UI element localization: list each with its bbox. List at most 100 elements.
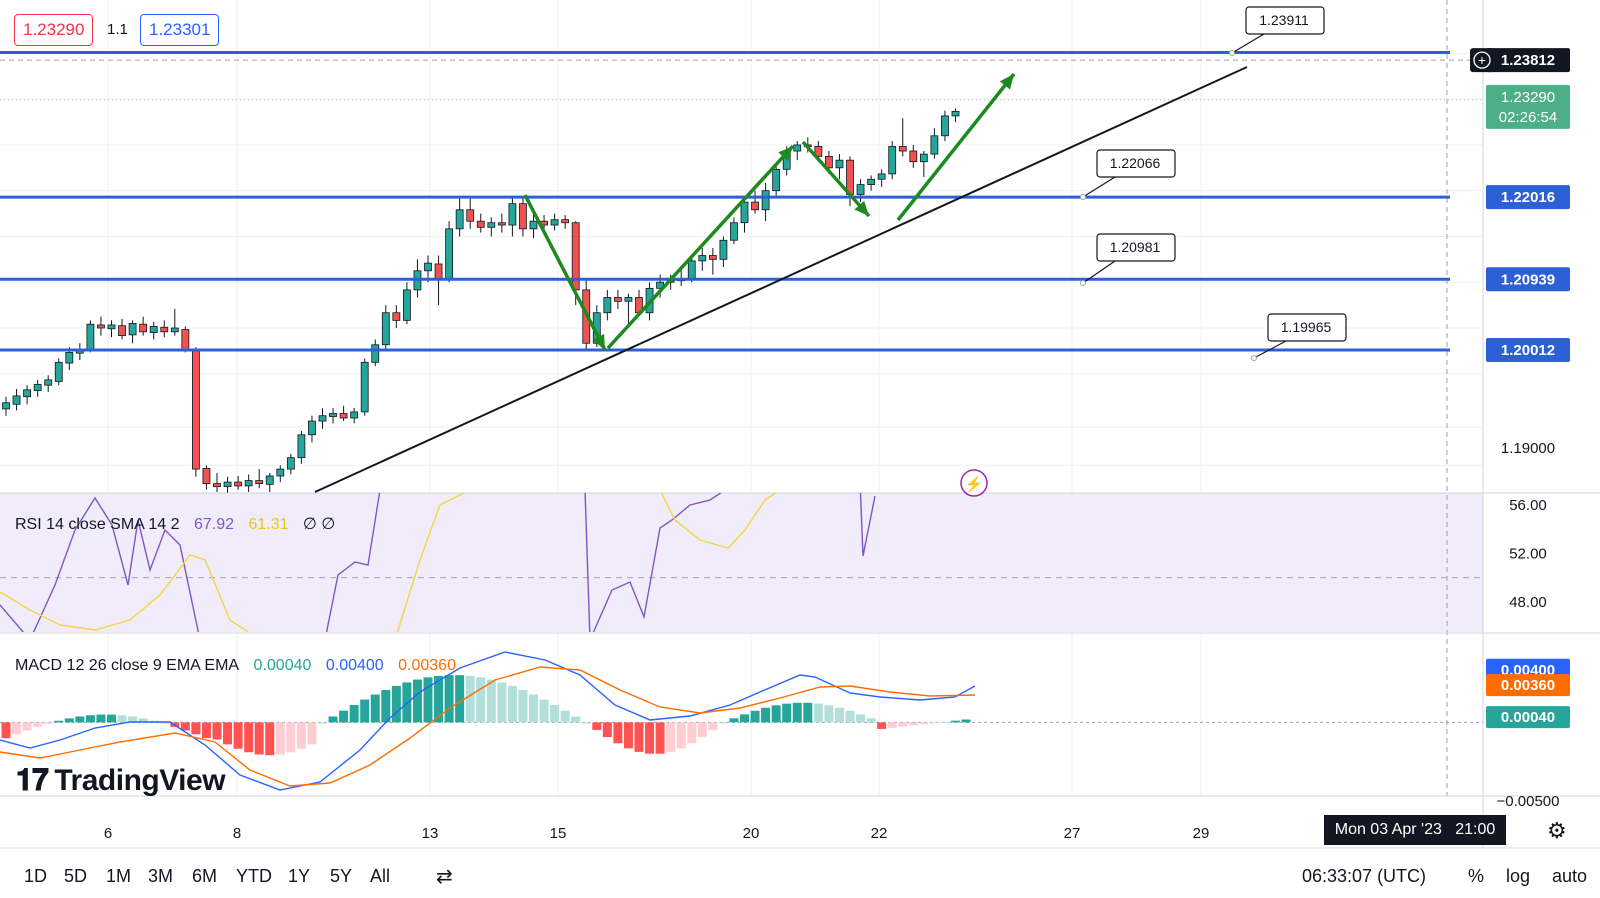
candle-body: [624, 297, 633, 302]
candle: [614, 289, 622, 309]
macd-hist-bar: [718, 722, 728, 724]
rsi-axis-tick: 52.00: [1509, 545, 1547, 562]
macd-hist-bar: [856, 714, 866, 723]
macd-hist-bar: [602, 722, 612, 738]
macd-hist-bar: [697, 722, 707, 738]
buy-price-box[interactable]: 1.23301: [140, 14, 220, 46]
candle: [191, 347, 200, 477]
candle-body: [603, 297, 612, 314]
macd-signal-line: [0, 666, 976, 787]
macd-hist-bar: [75, 716, 85, 723]
last-price-value: 1.23290: [1501, 89, 1555, 106]
price-callout: 1.19965: [1251, 313, 1347, 361]
candle-body: [318, 415, 327, 422]
range-button-1d[interactable]: 1D: [24, 866, 48, 886]
macd-hist-bar: [866, 718, 876, 723]
macd-hist-bar: [254, 722, 264, 755]
arrow-shaft: [801, 140, 871, 218]
range-button-5d[interactable]: 5D: [64, 866, 88, 886]
macd-hist-bar: [571, 716, 581, 723]
rsi-legend[interactable]: RSI 14 close SMA 14 2 67.92 61.31 ∅ ∅: [15, 514, 345, 534]
macd-hist-bar: [645, 722, 655, 754]
macd-hist-bar: [107, 714, 116, 723]
callout-label: 1.20981: [1110, 239, 1161, 255]
candle-body: [856, 184, 865, 195]
macd-hist-tag-text: 0.00040: [1501, 709, 1555, 726]
candle-body: [877, 173, 886, 180]
range-button-ytd[interactable]: YTD: [236, 866, 272, 886]
callout-pointer: [1082, 260, 1116, 284]
macd-hist-bar: [961, 719, 971, 723]
log-scale-button[interactable]: log: [1506, 866, 1531, 886]
price-callout: 1.23911: [1229, 6, 1325, 56]
candle: [751, 190, 759, 214]
macd-hist-bar: [201, 722, 211, 739]
trend-arrow: [801, 140, 871, 218]
candle: [835, 154, 844, 180]
candle: [244, 474, 253, 492]
range-button-6m[interactable]: 6M: [192, 866, 218, 886]
utc-clock[interactable]: 06:33:07 (UTC): [1302, 866, 1427, 886]
candle-body: [160, 326, 169, 333]
level-price-tag-text: 1.20939: [1501, 271, 1555, 288]
plus-icon-ring: [1473, 51, 1491, 69]
trend-arrow: [523, 194, 607, 351]
sell-price-box[interactable]: 1.23290: [14, 14, 94, 46]
candle: [919, 151, 928, 177]
brand-name: TradingView: [54, 764, 226, 797]
macd-hist-bar: [223, 722, 233, 745]
macd-hist-bar: [307, 722, 317, 745]
settings-gear-icon[interactable]: ⚙: [1547, 818, 1567, 843]
candle: [54, 358, 63, 386]
candle: [371, 339, 380, 367]
candle-body: [191, 349, 200, 470]
ascending-trendline: [314, 66, 1248, 493]
candle: [339, 405, 348, 422]
candle-body: [898, 146, 907, 152]
auto-scale-button[interactable]: auto: [1552, 866, 1588, 886]
macd-hist-bar: [22, 722, 32, 731]
candle-body: [23, 389, 32, 398]
rsi-line: [0, 493, 876, 632]
range-button-1m[interactable]: 1M: [106, 866, 132, 886]
range-button-5y[interactable]: 5Y: [330, 866, 353, 886]
range-button-all[interactable]: All: [370, 866, 391, 886]
candle-body: [508, 203, 517, 226]
time-axis-tick: 29: [1193, 825, 1210, 842]
crosshair-price-tag: 1.23812: [1486, 48, 1570, 73]
goto-date-icon[interactable]: ⇄: [436, 866, 453, 888]
candle: [497, 213, 506, 233]
candle-body: [339, 413, 348, 419]
range-button-1y[interactable]: 1Y: [288, 866, 311, 886]
candle: [107, 320, 116, 338]
candle-body: [761, 190, 770, 211]
macd-hist-bar: [339, 710, 349, 723]
candle: [877, 169, 886, 187]
macd-hist-bar: [138, 718, 148, 723]
candle: [698, 247, 707, 271]
percent-scale-button[interactable]: %: [1468, 866, 1485, 886]
macd-legend[interactable]: MACD 12 26 close 9 EMA EMA 0.00040 0.004…: [15, 657, 466, 675]
tradingview-mark-icon: 𝟏𝟕: [16, 764, 49, 797]
candle-body: [561, 219, 570, 224]
candle-body: [350, 411, 359, 419]
candle: [213, 472, 221, 492]
rsi-legend-label: RSI 14 close SMA 14 2: [15, 516, 180, 533]
range-button-3m[interactable]: 3M: [148, 866, 174, 886]
price-callout: 1.22066: [1080, 149, 1176, 200]
callout-box: [1245, 6, 1325, 35]
candle-body: [951, 110, 960, 117]
time-axis-tick: 6: [104, 825, 112, 842]
macd-hist-bar: [708, 722, 718, 730]
candle-body: [33, 384, 42, 391]
cursor-time: 21:00: [1455, 821, 1496, 838]
macd-hist-bar: [233, 722, 243, 749]
macd-hist-bar: [159, 722, 169, 724]
macd-hist-bar: [476, 677, 486, 723]
macd-hist-bar: [465, 675, 475, 723]
macd-line: [0, 651, 976, 791]
candle-body: [371, 344, 380, 363]
candle-body: [360, 361, 369, 413]
callout-label: 1.22066: [1110, 155, 1161, 171]
